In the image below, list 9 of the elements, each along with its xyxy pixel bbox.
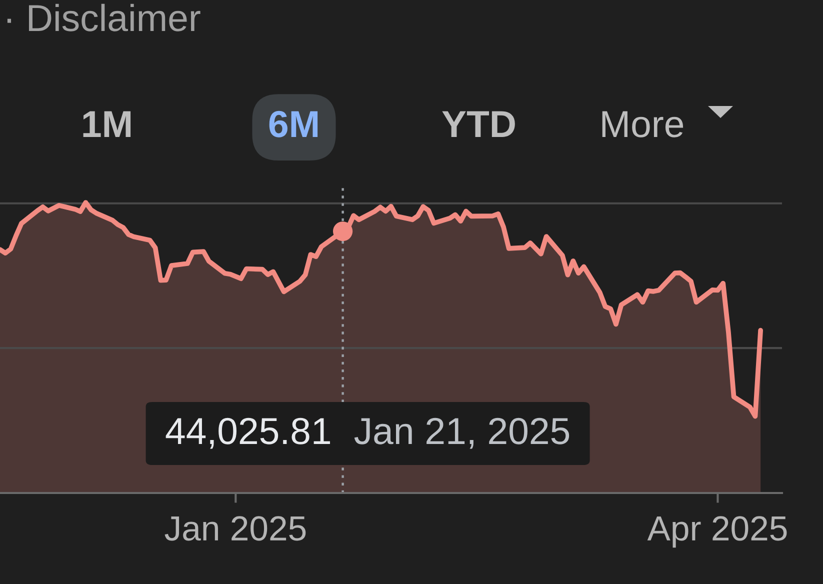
text: 1M	[83, 111, 131, 137]
x-tick-label: Jan 2025	[164, 516, 306, 541]
text: 6M	[269, 110, 318, 138]
text: · Disclaimer	[7, 4, 200, 32]
x-tick-label: Apr 2025	[647, 516, 787, 548]
annotation: 44,025.81	[166, 418, 330, 449]
text: More	[602, 111, 684, 138]
text: YTD	[442, 111, 515, 137]
annotation: Jan 21, 2025	[354, 418, 570, 449]
